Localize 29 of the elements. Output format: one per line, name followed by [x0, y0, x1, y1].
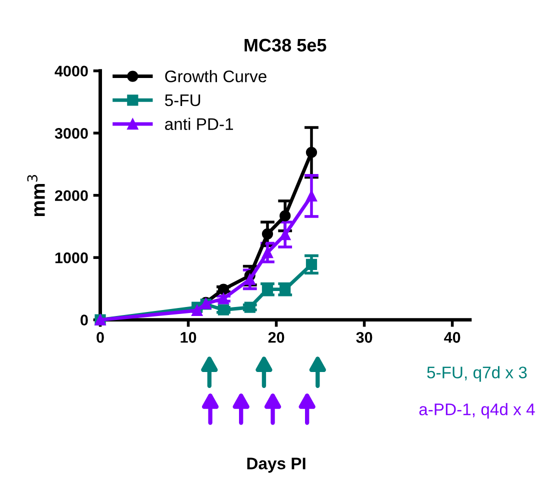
point [306, 146, 318, 158]
point [244, 302, 256, 313]
y-tick-label: 4000 [54, 66, 88, 77]
legend-label: Growth Curve [165, 70, 266, 82]
text: 5-FU, q7d x 3 [427, 366, 527, 382]
y-tick-label: 1000 [55, 252, 88, 264]
x-tick-label: 20 [268, 332, 284, 343]
chart-title: MC38 5e5 [244, 38, 326, 52]
point [262, 228, 274, 240]
point [218, 284, 230, 295]
legend-label: anti PD-1 [165, 118, 233, 130]
point [218, 304, 230, 316]
point [244, 274, 256, 285]
x-tick-label: 40 [444, 332, 460, 343]
point [218, 293, 230, 304]
point [306, 258, 318, 270]
y-tick-label: 3000 [54, 128, 88, 139]
point [262, 247, 274, 258]
legend-label: 5-FU [164, 94, 200, 106]
x-tick-label: 0 [96, 332, 104, 343]
x-tick-label: 10 [180, 332, 196, 343]
point [280, 210, 291, 222]
text: Days PI [247, 458, 306, 473]
y-tick-label: 0 [80, 314, 88, 326]
point [306, 190, 318, 202]
y-tick-label: 2000 [55, 190, 88, 202]
text: a-PD-1, q4d x 4 [419, 403, 535, 419]
x-tick-label: 30 [356, 332, 372, 343]
y-axis-title: mm$^{3}$ [27, 175, 45, 216]
